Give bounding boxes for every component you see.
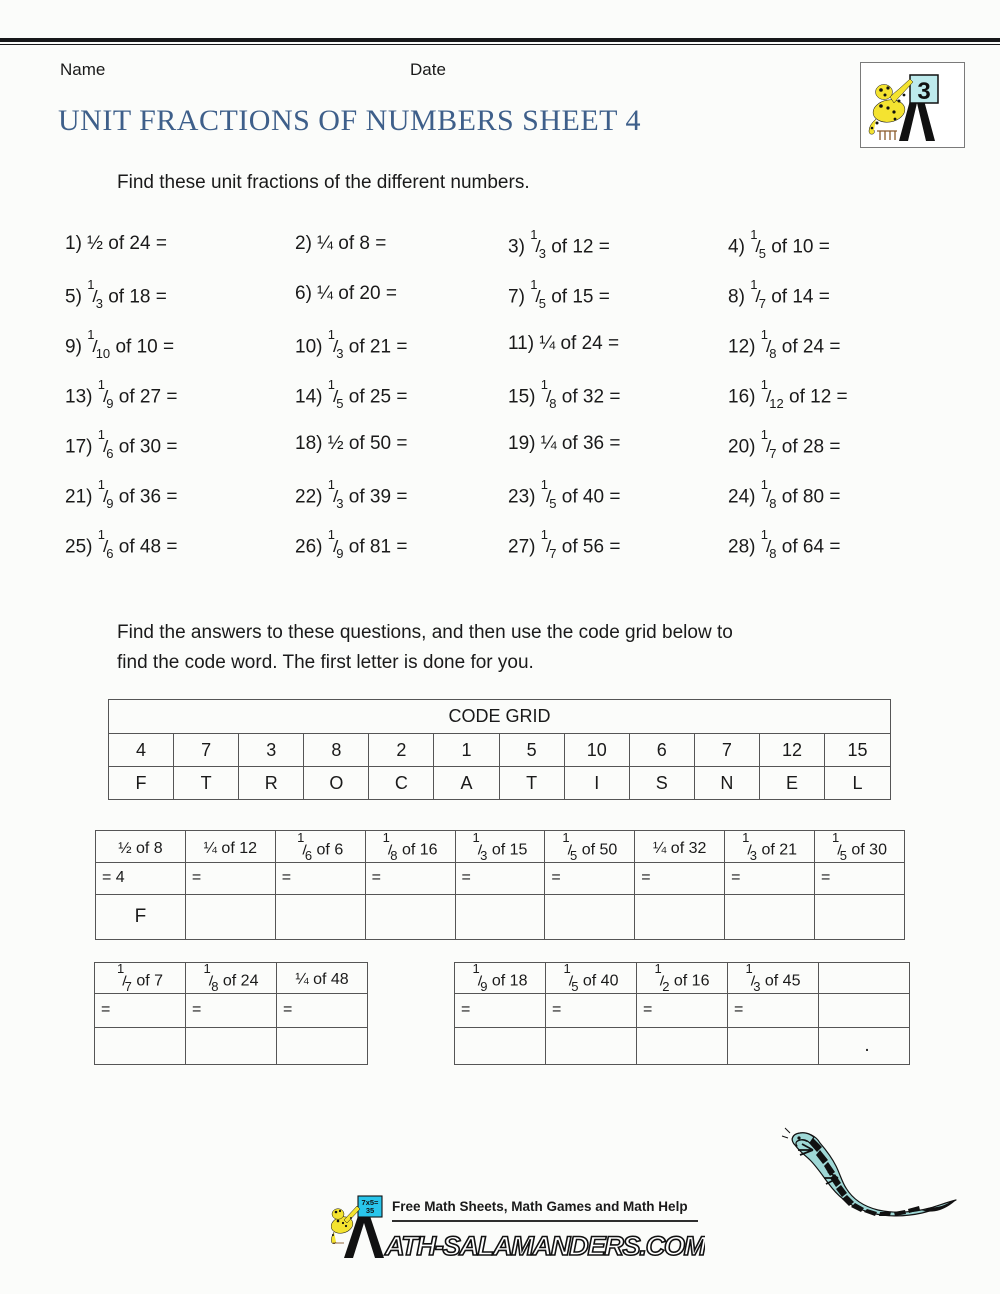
svg-text:35: 35 xyxy=(366,1206,374,1215)
svg-text:ATH-SALAMANDERS.COM: ATH-SALAMANDERS.COM xyxy=(384,1231,705,1260)
svg-text:Free Math Sheets, Math Games a: Free Math Sheets, Math Games and Math He… xyxy=(392,1199,688,1214)
svg-text:3: 3 xyxy=(917,78,930,105)
